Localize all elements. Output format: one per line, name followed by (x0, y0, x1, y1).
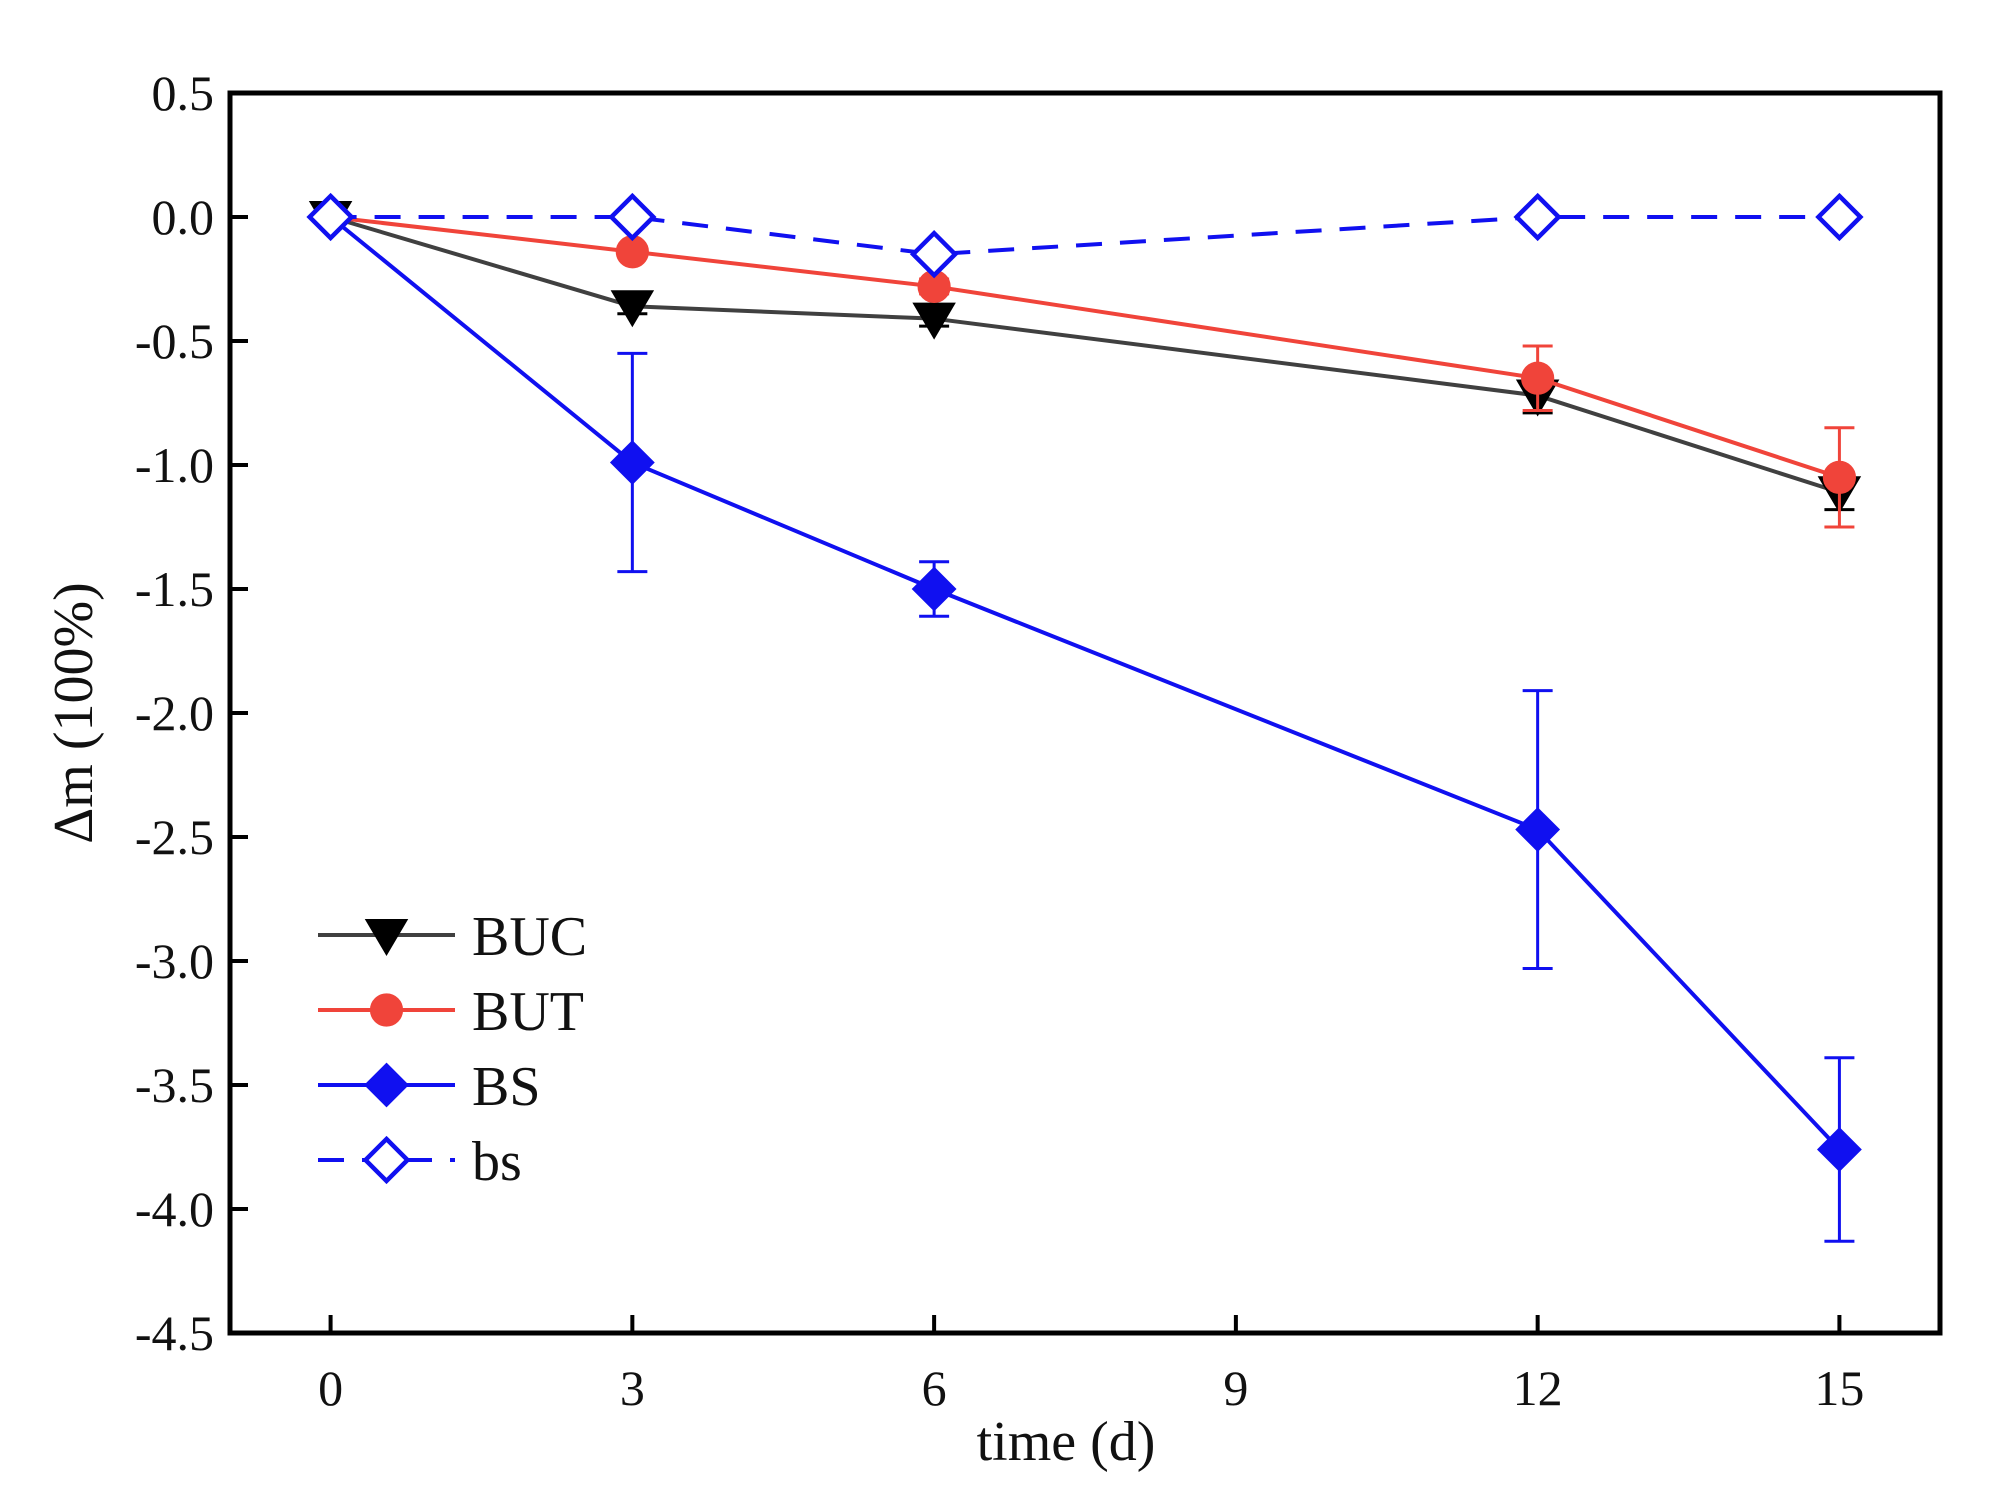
data-point (911, 566, 957, 612)
plot-layer (306, 192, 1864, 1243)
legend-label: BS (472, 1056, 541, 1118)
y-tick-label: -0.5 (135, 313, 214, 369)
legend-item-but: BUT (318, 981, 584, 1043)
data-point (1515, 807, 1561, 852)
legend-marker (369, 993, 404, 1027)
y-tick-label: -3.5 (135, 1057, 214, 1113)
y-tick-label: -4.5 (135, 1305, 214, 1361)
data-point (609, 440, 655, 485)
y-tick-label: -1.5 (135, 561, 214, 617)
data-point (1513, 192, 1562, 242)
legend-marker (362, 1135, 411, 1185)
series-bs (306, 192, 1864, 279)
data-point (912, 302, 956, 340)
x-axis-title: time (d) (977, 1411, 1156, 1473)
x-tick-label: 6 (922, 1360, 947, 1416)
legend-label: BUC (472, 906, 587, 968)
data-point (1521, 361, 1555, 395)
legend-label: BUT (472, 981, 584, 1043)
legend-label: bs (472, 1131, 522, 1193)
y-tick-label: -2.5 (135, 809, 214, 865)
legend-marker (364, 1062, 409, 1108)
tick-layer: 0 3 6 9 12 15 0.5 0.0 -0.5 -1.0 -1.5 -2.0 -2.5 -3.0 -3… (135, 65, 1865, 1416)
y-tick-label: -1.0 (135, 437, 214, 493)
y-tick-label: -4.0 (135, 1181, 214, 1237)
legend-marker (364, 919, 409, 956)
data-point (610, 290, 655, 328)
legend-item-buc: BUC (318, 906, 587, 968)
y-tick-label: -3.0 (135, 933, 214, 989)
data-point (608, 192, 657, 242)
y-tick-label: -2.0 (135, 685, 214, 741)
x-tick-label: 3 (620, 1360, 645, 1416)
data-point (909, 230, 959, 279)
legend-item-bs: BS (318, 1056, 541, 1118)
y-tick-label: 0.0 (152, 189, 215, 245)
y-axis-title: Δm (100%) (43, 582, 105, 844)
x-tick-label: 15 (1814, 1360, 1864, 1416)
series-but (313, 200, 1857, 529)
data-point (306, 192, 355, 242)
data-point (1815, 192, 1864, 242)
data-point (1816, 1127, 1862, 1172)
x-tick-label: 12 (1513, 1360, 1563, 1416)
data-point (1822, 460, 1857, 494)
x-tick-label: 9 (1223, 1360, 1248, 1416)
legend-item-bs: bs (318, 1131, 522, 1193)
series-line (330, 215, 1840, 257)
legend: BUC BUT BS bs (318, 906, 587, 1193)
y-tick-label: 0.5 (152, 65, 215, 121)
x-tick-label: 0 (318, 1360, 343, 1416)
